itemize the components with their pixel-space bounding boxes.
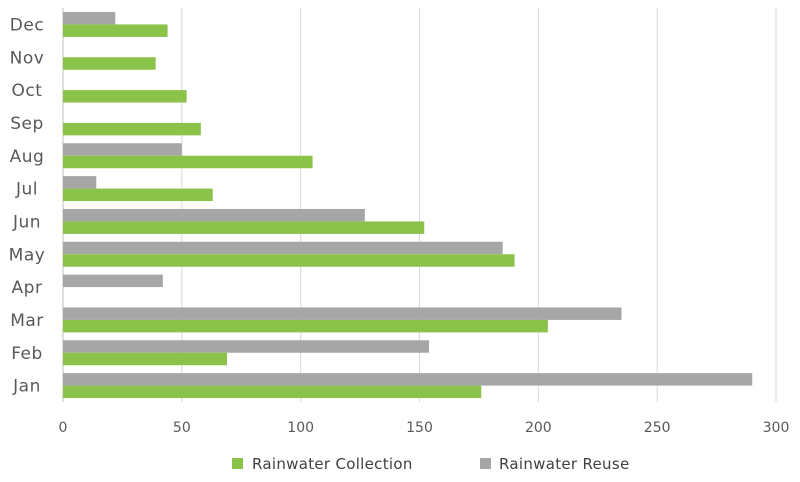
bars xyxy=(63,11,753,399)
category-label-dec: Dec xyxy=(10,15,44,35)
bar-rainwater-reuse-aug xyxy=(63,143,182,156)
bar-rainwater-reuse-jan xyxy=(63,373,753,386)
category-label-aug: Aug xyxy=(10,147,45,167)
bar-rainwater-collection-aug xyxy=(63,155,313,169)
x-tick-label: 250 xyxy=(644,420,671,436)
bar-rainwater-reuse-feb xyxy=(63,340,430,353)
bar-rainwater-collection-jan xyxy=(63,385,482,399)
x-tick-label: 50 xyxy=(173,420,191,436)
legend: Rainwater Collection Rainwater Reuse xyxy=(232,455,630,473)
bar-rainwater-collection-mar xyxy=(63,319,548,333)
category-label-jul: Jul xyxy=(15,180,38,200)
category-label-mar: Mar xyxy=(10,311,44,331)
category-label-apr: Apr xyxy=(12,278,43,298)
category-label-sep: Sep xyxy=(10,114,44,134)
bar-rainwater-reuse-mar xyxy=(63,307,622,320)
bar-rainwater-collection-dec xyxy=(63,24,168,37)
bar-rainwater-collection-feb xyxy=(63,352,227,366)
x-tick-label: 150 xyxy=(406,420,433,436)
legend-swatch-collection xyxy=(232,458,243,469)
tick-labels: 0 50 100 150 200 250 300 xyxy=(59,420,790,436)
bar-rainwater-reuse-jul xyxy=(63,176,97,189)
bar-rainwater-collection-jul xyxy=(63,188,213,202)
bar-rainwater-collection-sep xyxy=(63,122,201,136)
category-labels: Jan Feb Mar Apr May Jun Jul Aug Sep Oct Nov Dec xyxy=(9,15,46,397)
category-label-nov: Nov xyxy=(10,48,45,68)
legend-label-reuse: Rainwater Reuse xyxy=(499,455,630,473)
category-label-jun: Jun xyxy=(12,212,41,232)
legend-label-collection: Rainwater Collection xyxy=(252,455,413,473)
x-tick-label: 200 xyxy=(525,420,552,436)
x-tick-label: 100 xyxy=(287,420,314,436)
gridlines xyxy=(62,8,777,402)
bar-rainwater-reuse-dec xyxy=(63,11,116,25)
x-tick-label: 300 xyxy=(763,420,790,436)
bar-rainwater-collection-oct xyxy=(63,90,187,103)
category-label-jan: Jan xyxy=(12,377,41,397)
legend-swatch-reuse xyxy=(480,458,491,469)
bar-rainwater-reuse-apr xyxy=(63,274,163,288)
bar-rainwater-collection-may xyxy=(63,254,515,267)
x-tick-label: 0 xyxy=(59,420,68,436)
category-label-may: May xyxy=(9,245,46,265)
bar-rainwater-reuse-jun xyxy=(63,208,365,222)
category-label-feb: Feb xyxy=(11,344,43,364)
category-label-oct: Oct xyxy=(12,81,43,101)
bar-rainwater-collection-nov xyxy=(63,57,156,70)
bar-rainwater-collection-jun xyxy=(63,221,425,234)
bar-rainwater-reuse-may xyxy=(63,241,503,255)
